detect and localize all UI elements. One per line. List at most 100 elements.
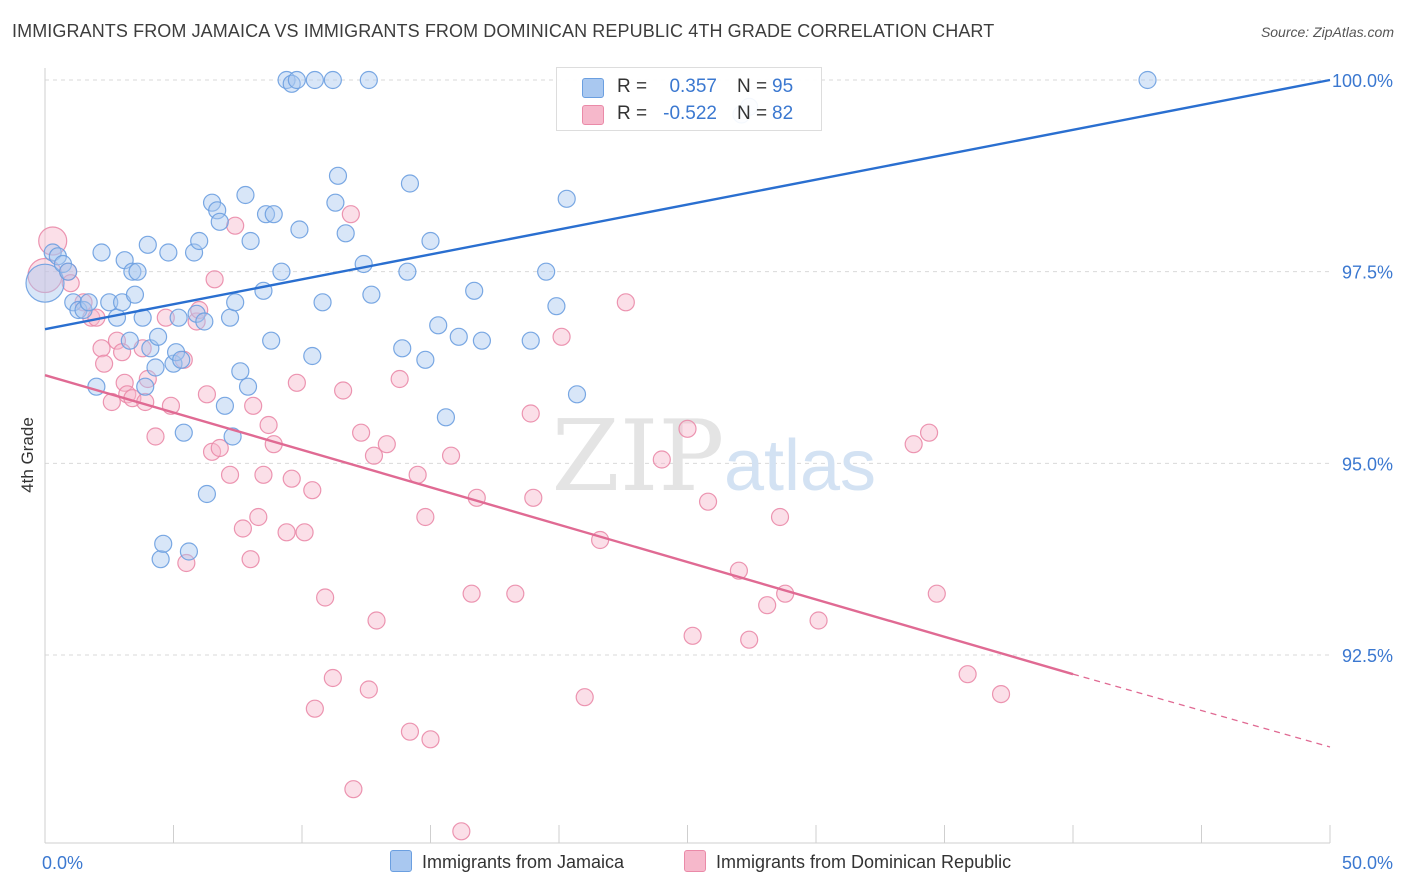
jamaica-point xyxy=(107,308,127,327)
jamaica-point xyxy=(336,224,355,243)
dominican-point xyxy=(295,523,314,542)
y-tick-label: 97.5% xyxy=(1342,263,1393,283)
dominican-point xyxy=(521,404,540,423)
jamaica-point xyxy=(256,205,276,224)
jamaica-point xyxy=(159,243,178,262)
n-value: 95 xyxy=(772,76,794,97)
dominican-points xyxy=(27,205,1011,841)
dominican-point xyxy=(187,312,206,331)
watermark-atlas: atlas xyxy=(724,426,876,506)
jamaica-point xyxy=(69,300,88,320)
jamaica-point xyxy=(262,331,281,350)
dominican-point xyxy=(683,626,702,645)
jamaica-point xyxy=(197,484,217,504)
dominican-point xyxy=(524,488,543,507)
jamaica-point xyxy=(398,262,417,281)
dominican-point xyxy=(177,553,196,573)
n-label: N = xyxy=(737,103,768,124)
jamaica-point xyxy=(359,70,378,90)
r-label: R = xyxy=(617,76,648,97)
dominican-point xyxy=(575,688,594,707)
dominican-point xyxy=(277,523,296,542)
dominican-point xyxy=(452,822,471,841)
dominican-point xyxy=(92,339,111,358)
dominican-point xyxy=(287,373,306,392)
jamaica-point xyxy=(136,377,155,396)
dominican-point xyxy=(506,584,525,603)
jamaica-point xyxy=(79,293,98,312)
jamaica-point xyxy=(226,293,245,312)
jamaica-point xyxy=(215,396,234,415)
jamaica-point xyxy=(148,327,168,346)
jamaica-point xyxy=(146,358,165,377)
jamaica-swatch xyxy=(390,850,412,873)
legend-row-jamaica: R = 0.357 N = 95 xyxy=(557,74,821,102)
jamaica-trend-line xyxy=(44,78,1331,331)
dominican-trend-extension xyxy=(1072,673,1331,748)
axes xyxy=(44,68,1331,844)
jamaica-point xyxy=(92,243,111,262)
jamaica-point xyxy=(326,193,345,212)
dominican-point xyxy=(616,293,635,312)
y-tick-label: 100.0% xyxy=(1332,71,1393,91)
dominican-point xyxy=(416,507,435,527)
jamaica-point xyxy=(416,350,435,369)
dominican-point xyxy=(678,419,697,438)
y-tick-label: 95.0% xyxy=(1342,454,1393,474)
chart-title: IMMIGRANTS FROM JAMAICA VS IMMIGRANTS FR… xyxy=(12,21,995,41)
jamaica-point xyxy=(393,339,412,358)
dominican-point xyxy=(303,481,322,500)
jamaica-point xyxy=(138,235,157,254)
jamaica-point xyxy=(264,205,283,224)
jamaica-point xyxy=(120,331,139,350)
dominican-point xyxy=(156,308,175,327)
dominican-point xyxy=(115,373,134,392)
jamaica-point xyxy=(287,70,306,90)
dominican-trend-line xyxy=(44,374,1074,676)
source-label: Source: ZipAtlas.com xyxy=(1260,24,1394,40)
dominican-point xyxy=(441,446,461,465)
dominican-point xyxy=(241,550,260,569)
dominican-point xyxy=(359,680,378,699)
dominican-point xyxy=(316,588,335,607)
jamaica-point xyxy=(362,285,381,304)
dominican-point xyxy=(341,205,360,224)
jamaica-point xyxy=(125,285,145,304)
jamaica-point xyxy=(151,550,170,569)
jamaica-point xyxy=(59,262,78,281)
dominican-point xyxy=(205,270,224,289)
dominican-point xyxy=(462,584,481,603)
jamaica-point xyxy=(328,166,348,185)
jamaica-point xyxy=(436,408,456,427)
n-value: 82 xyxy=(772,103,794,124)
dominican-swatch xyxy=(684,850,706,873)
jamaica-point xyxy=(537,262,556,281)
jamaica-point xyxy=(290,220,309,239)
dominican-point xyxy=(244,396,263,415)
r-label: R = xyxy=(617,103,648,124)
legend-item-dominican[interactable]: Immigrants from Dominican Republic xyxy=(684,850,1011,878)
jamaica-point xyxy=(236,185,255,205)
legend-item-jamaica[interactable]: Immigrants from Jamaica xyxy=(390,850,624,878)
tick-labels: 92.5% 95.0% 97.5% 100.0% 0.0% 50.0% xyxy=(42,71,1393,873)
dominican-point xyxy=(282,469,301,488)
dominican-point xyxy=(233,519,252,538)
jamaica-point xyxy=(421,231,440,251)
jamaica-point xyxy=(100,293,119,312)
dominican-point xyxy=(364,446,384,465)
jamaica-point xyxy=(557,189,576,208)
dominican-point xyxy=(390,369,409,389)
jamaica-point xyxy=(195,312,214,331)
jamaica-point xyxy=(187,304,206,323)
jamaica-swatch xyxy=(582,78,604,98)
dominican-point xyxy=(740,630,759,649)
jamaica-point xyxy=(567,385,587,404)
watermark-zip: ZIP xyxy=(552,400,725,514)
watermark: ZIP atlas xyxy=(552,400,876,514)
jamaica-point xyxy=(208,201,227,220)
jamaica-point xyxy=(154,534,173,553)
dominican-point xyxy=(95,354,114,373)
jamaica-point xyxy=(172,350,191,369)
jamaica-point xyxy=(184,243,204,262)
jamaica-point xyxy=(400,174,420,193)
